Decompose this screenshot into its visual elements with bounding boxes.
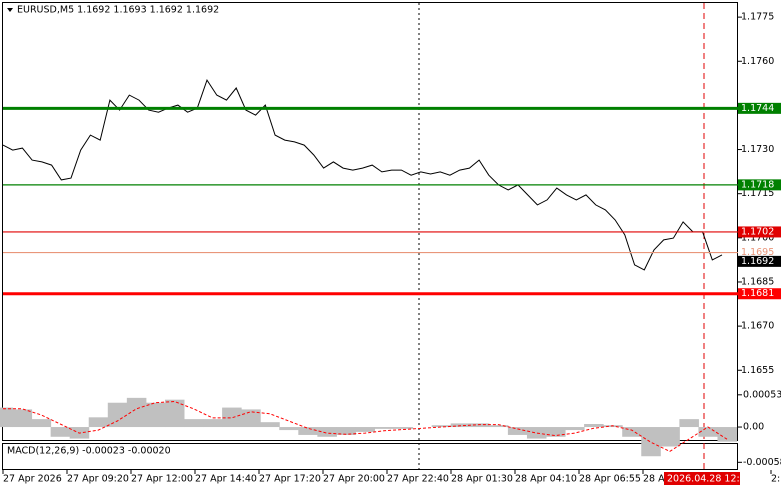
y-tick-label: 0.00053 [743, 389, 781, 400]
histogram-bar [393, 427, 414, 429]
histogram-bar [565, 427, 585, 431]
x-tick-label: 27 Apr 22:40 [387, 474, 449, 485]
x-tick-label: 27 Apr 2026 [3, 474, 62, 485]
histogram-bar [679, 419, 699, 428]
price-line [2, 78, 723, 271]
last-price-box [738, 255, 781, 267]
cursor-label-box [664, 472, 740, 485]
x-tick-label: 28 Apr 04:10 [515, 474, 577, 485]
signal-line [3, 400, 728, 452]
histogram-bar [507, 427, 528, 435]
histogram-bar [450, 423, 471, 428]
histogram-bar [164, 399, 185, 428]
histogram-bar [488, 425, 509, 428]
level-label-box [738, 288, 781, 300]
level-label-box [738, 102, 781, 114]
histogram-bar [241, 409, 261, 428]
level-label-box [738, 179, 781, 191]
histogram-bar [355, 427, 376, 432]
histogram-bar [298, 427, 318, 435]
x-tick-label: 27 Apr 17:20 [259, 474, 321, 485]
y-tick-label: 1.1685 [741, 276, 774, 287]
histogram-bar [12, 409, 33, 428]
histogram-bar [660, 427, 680, 447]
y-tick-label: 1.1700 [741, 232, 774, 243]
histogram-bar [0, 407, 14, 428]
histogram-bar [88, 417, 109, 428]
x-tick-label: 2:15 [771, 474, 781, 485]
histogram-bar [126, 397, 147, 428]
y-tick-label: 1.1670 [741, 321, 774, 332]
y-tick-label: 1.1730 [741, 144, 774, 155]
y-tick-label: 1.1775 [741, 12, 774, 23]
histogram-bar [279, 427, 299, 431]
level-label-box [738, 247, 781, 259]
level-label: 1.1744 [741, 103, 774, 114]
y-tick-label: 1.1655 [741, 365, 774, 376]
level-label: 1.1695 [741, 247, 774, 258]
x-tick-label: 28 Apr 06:55 [579, 474, 641, 485]
cursor-label: 2026.04.28 12:05 [667, 474, 752, 485]
histogram-bar [584, 424, 604, 428]
histogram-bar [317, 427, 337, 437]
x-tick-label: 28 A [643, 474, 665, 485]
y-tick-label: 1.1760 [741, 56, 774, 67]
macd-frame [2, 443, 738, 470]
y-tick-label: -0.00058 [743, 457, 781, 468]
histogram-bar [698, 427, 718, 437]
x-tick-label: 27 Apr 12:00 [131, 474, 193, 485]
level-label: 1.1702 [741, 226, 774, 237]
x-tick-label: 28 Apr 01:30 [451, 474, 513, 485]
histogram-bar [717, 427, 738, 442]
y-tick-label: 1.1715 [741, 188, 774, 199]
histogram-bar [622, 427, 642, 437]
histogram-bar [203, 419, 223, 428]
x-tick-label: 27 Apr 14:40 [195, 474, 257, 485]
level-label: 1.1681 [741, 288, 774, 299]
histogram-bar [107, 402, 128, 428]
x-tick-label: 27 Apr 09:20 [67, 474, 129, 485]
chart-title: EURUSD,M5 1.1692 1.1693 1.1692 1.1692 [17, 5, 219, 16]
level-label: 1.1718 [741, 179, 774, 190]
y-tick-label: 0.00 [743, 422, 764, 433]
histogram-bar [526, 427, 547, 439]
histogram-bar [546, 427, 566, 437]
histogram-bar [260, 422, 280, 428]
x-tick-label: 27 Apr 20:00 [323, 474, 385, 485]
histogram-bar [431, 425, 452, 428]
histogram-bar [336, 427, 356, 435]
histogram-bar [469, 423, 490, 428]
histogram-bar [222, 407, 242, 428]
histogram-bar [641, 427, 661, 457]
histogram-bar [50, 427, 71, 437]
level-label-box [738, 226, 781, 238]
histogram-bar [184, 419, 204, 428]
symbol-icon [7, 8, 13, 12]
histogram-bar [31, 419, 52, 428]
main-frame [2, 2, 738, 441]
last-price-label: 1.1692 [741, 256, 774, 267]
histogram-bar [145, 402, 166, 428]
histogram-bar [374, 427, 395, 429]
macd-title: MACD(12,26,9) -0.00023 -0.00020 [7, 446, 171, 457]
